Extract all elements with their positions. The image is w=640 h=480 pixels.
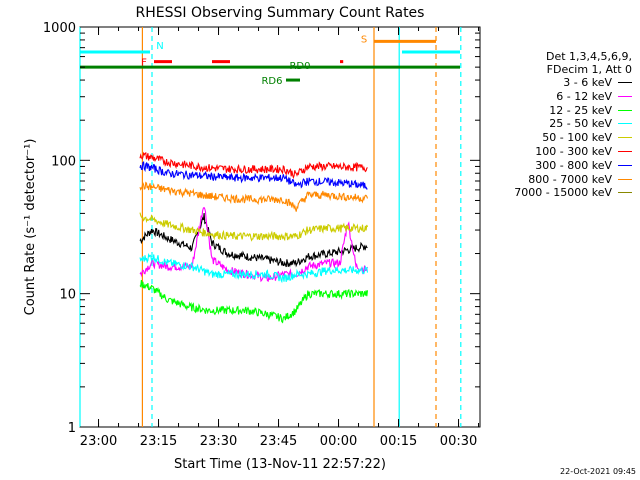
y-tick-label: 10 [59,288,76,303]
x-tick-label: 23:15 [140,434,177,449]
legend-entry-label: 6 - 12 keV [556,89,612,103]
flag-label: F [141,58,147,69]
flag-label: RD0 [289,61,310,72]
legend-header: Det 1,3,4,5,6,9, [545,50,632,63]
legend-swatch [618,82,632,84]
timestamp: 22-Oct-2021 09:45 [560,467,636,476]
flag-bars: NF S RD0 RD6 [80,34,460,87]
series-line [139,212,369,242]
legend-entry-label: 12 - 25 keV [549,103,612,117]
series-line [139,252,369,284]
legend-entry-label: 3 - 6 keV [563,76,612,89]
legend-entry: 300 - 800 keV [535,159,632,172]
legend-swatch [618,137,632,139]
flag-label: S [361,34,367,45]
legend-entry-label: 25 - 50 keV [549,117,612,131]
series-line [139,151,368,180]
legend-swatch [618,151,632,153]
legend-swatch [618,164,632,167]
legend-swatch [618,95,632,98]
legend-swatch [618,109,632,112]
x-tick-label: 23:30 [200,434,237,449]
legend-entry: 7000 - 15000 keV [514,186,632,199]
legend-header: FDecim 1, Att 0 [546,63,632,76]
x-axis-label: Start Time (13-Nov-11 22:57:22) [174,457,386,472]
data-series [139,151,369,324]
legend-entry-label: 100 - 300 keV [535,145,612,158]
legend-entry-label: 50 - 100 keV [542,131,612,145]
legend-entry-label: 800 - 7000 keV [528,172,612,186]
series-line [139,279,369,324]
legend-swatch [618,178,632,181]
legend-swatch [618,123,632,125]
legend-entry: 3 - 6 keV [563,76,632,89]
y-axis-ticks: 1 10 100 1000 [43,21,480,436]
y-tick-label: 1 [68,421,76,436]
y-axis-label: Count Rate (s⁻¹ detector⁻¹) [23,139,38,316]
flag-label: RD6 [261,76,282,87]
legend-swatch [618,192,632,194]
marker-lines [79,27,462,427]
legend-entry: 12 - 25 keV [549,104,632,117]
x-tick-label: 23:45 [260,434,297,449]
x-tick-label: 23:00 [80,434,117,449]
x-tick-label: 00:30 [440,434,477,449]
flag-label: N [156,41,163,52]
y-tick-label: 100 [51,154,76,169]
legend-entry: 100 - 300 keV [535,145,632,158]
legend-entry: 50 - 100 keV [542,131,632,144]
x-tick-label: 00:15 [380,434,417,449]
series-line [139,161,368,190]
series-line [139,212,368,268]
x-tick-label: 00:00 [320,434,357,449]
legend-entry: 6 - 12 keV [556,90,632,103]
x-axis-ticks: 23:00 23:15 23:30 23:45 00:00 00:15 00:30 [80,27,480,449]
legend-entry-label: 7000 - 15000 keV [514,186,612,200]
chart-title: RHESSI Observing Summary Count Rates [136,5,425,21]
legend-entry: 25 - 50 keV [549,117,632,130]
legend-entry: 800 - 7000 keV [528,173,632,186]
series-line [139,181,369,212]
y-tick-label: 1000 [43,21,76,36]
legend-entry-label: 300 - 800 keV [535,158,612,172]
